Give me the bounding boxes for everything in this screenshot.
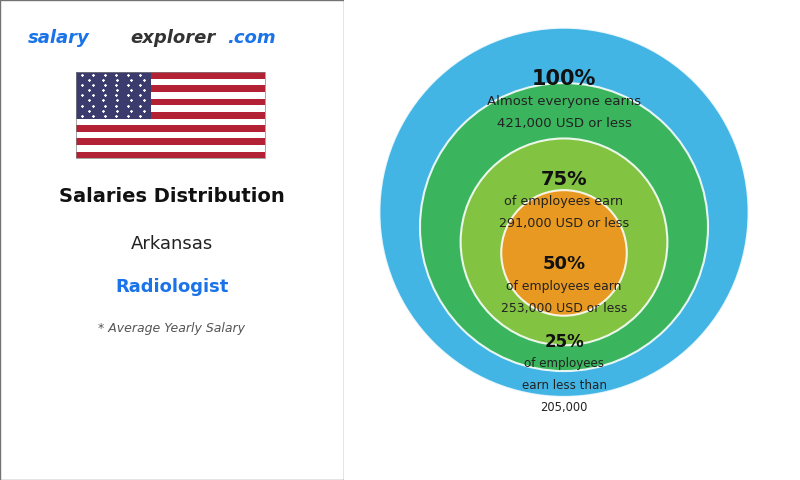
Bar <box>76 112 265 119</box>
Text: Arkansas: Arkansas <box>131 235 213 253</box>
Text: 50%: 50% <box>542 255 586 273</box>
Bar <box>76 119 265 125</box>
Bar <box>76 98 265 105</box>
Text: 421,000 USD or less: 421,000 USD or less <box>497 117 631 130</box>
Bar <box>76 105 265 112</box>
Text: earn less than: earn less than <box>522 379 606 392</box>
Circle shape <box>461 138 667 345</box>
Circle shape <box>420 83 708 371</box>
Text: Salaries Distribution: Salaries Distribution <box>59 187 285 206</box>
Bar <box>76 79 265 85</box>
Text: 100%: 100% <box>532 70 596 89</box>
Circle shape <box>502 190 626 316</box>
Text: 253,000 USD or less: 253,000 USD or less <box>501 302 627 315</box>
Text: of employees: of employees <box>524 357 604 370</box>
Bar <box>76 125 265 132</box>
Text: 291,000 USD or less: 291,000 USD or less <box>499 217 629 230</box>
Text: 25%: 25% <box>544 333 584 350</box>
FancyBboxPatch shape <box>0 0 344 480</box>
Bar <box>76 138 265 145</box>
Bar <box>76 132 265 138</box>
Text: salary: salary <box>27 29 90 47</box>
Bar <box>76 72 265 79</box>
Bar <box>76 85 265 92</box>
Text: explorer: explorer <box>130 29 216 47</box>
Bar <box>76 152 265 158</box>
Text: Radiologist: Radiologist <box>115 278 229 296</box>
Text: of employees earn: of employees earn <box>505 195 623 208</box>
Text: 75%: 75% <box>541 169 587 189</box>
Text: .com: .com <box>227 29 276 47</box>
Circle shape <box>379 28 749 397</box>
Bar <box>76 72 265 158</box>
Text: of employees earn: of employees earn <box>506 280 622 293</box>
Bar <box>76 92 265 98</box>
Bar <box>76 72 151 119</box>
Text: Almost everyone earns: Almost everyone earns <box>487 95 641 108</box>
Text: 205,000: 205,000 <box>540 401 588 415</box>
Text: * Average Yearly Salary: * Average Yearly Salary <box>98 322 246 335</box>
Bar <box>76 145 265 152</box>
